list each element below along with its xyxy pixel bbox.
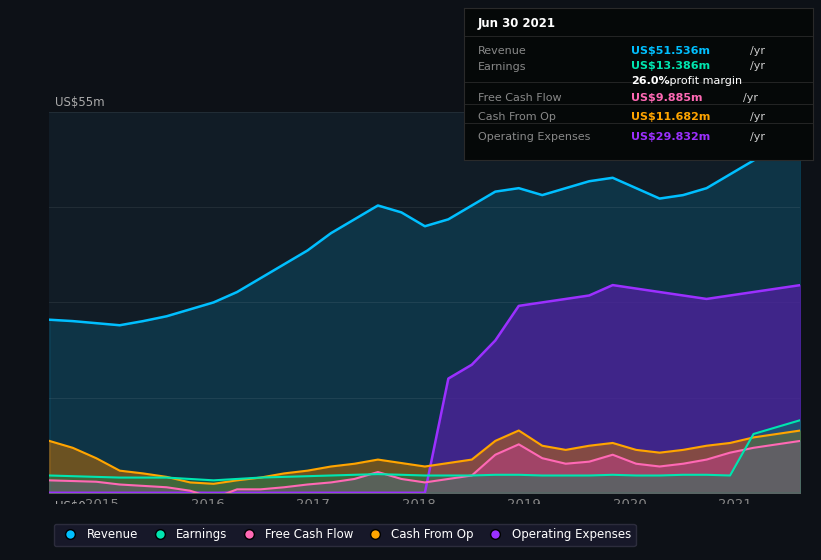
Text: US$13.386m: US$13.386m xyxy=(631,61,710,71)
Text: /yr: /yr xyxy=(750,46,765,56)
Text: /yr: /yr xyxy=(750,61,765,71)
Text: Revenue: Revenue xyxy=(478,46,526,56)
Text: Free Cash Flow: Free Cash Flow xyxy=(478,92,562,102)
Text: /yr: /yr xyxy=(750,132,765,142)
Legend: Revenue, Earnings, Free Cash Flow, Cash From Op, Operating Expenses: Revenue, Earnings, Free Cash Flow, Cash … xyxy=(54,524,635,546)
Text: US$9.885m: US$9.885m xyxy=(631,92,703,102)
Text: Operating Expenses: Operating Expenses xyxy=(478,132,590,142)
Text: profit margin: profit margin xyxy=(667,76,742,86)
Text: US$55m: US$55m xyxy=(54,96,104,109)
Text: Earnings: Earnings xyxy=(478,62,526,72)
Text: US$29.832m: US$29.832m xyxy=(631,132,711,142)
Text: US$0: US$0 xyxy=(54,500,85,513)
Text: Jun 30 2021: Jun 30 2021 xyxy=(478,17,556,30)
Text: Cash From Op: Cash From Op xyxy=(478,112,556,122)
Text: /yr: /yr xyxy=(750,112,765,122)
Text: US$11.682m: US$11.682m xyxy=(631,112,711,122)
Text: 26.0%: 26.0% xyxy=(631,76,670,86)
Text: /yr: /yr xyxy=(743,92,758,102)
Text: US$51.536m: US$51.536m xyxy=(631,46,710,56)
